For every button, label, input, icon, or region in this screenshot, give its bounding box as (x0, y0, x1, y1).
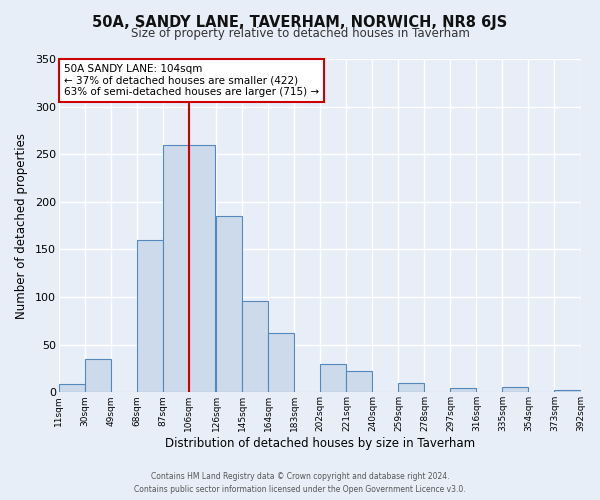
Bar (85, 359, 111, 392)
Y-axis label: Number of detached properties: Number of detached properties (15, 132, 28, 318)
Bar (217, 216, 242, 392)
X-axis label: Distribution of detached houses by size in Taverham: Distribution of detached houses by size … (164, 437, 475, 450)
Bar (59, 384, 85, 392)
Bar (554, 390, 581, 392)
Text: 50A, SANDY LANE, TAVERHAM, NORWICH, NR8 6JS: 50A, SANDY LANE, TAVERHAM, NORWICH, NR8 … (92, 15, 508, 30)
Bar (502, 386, 529, 392)
Bar (163, 144, 189, 392)
Bar (346, 372, 373, 392)
Bar (398, 383, 424, 392)
Text: 50A SANDY LANE: 104sqm
← 37% of detached houses are smaller (422)
63% of semi-de: 50A SANDY LANE: 104sqm ← 37% of detached… (64, 64, 319, 97)
Bar (451, 388, 476, 392)
Bar (189, 144, 215, 392)
Text: Size of property relative to detached houses in Taverham: Size of property relative to detached ho… (131, 28, 469, 40)
Bar (137, 240, 163, 392)
Bar (268, 334, 295, 392)
Bar (320, 364, 346, 392)
Bar (242, 301, 268, 392)
Text: Contains HM Land Registry data © Crown copyright and database right 2024.
Contai: Contains HM Land Registry data © Crown c… (134, 472, 466, 494)
